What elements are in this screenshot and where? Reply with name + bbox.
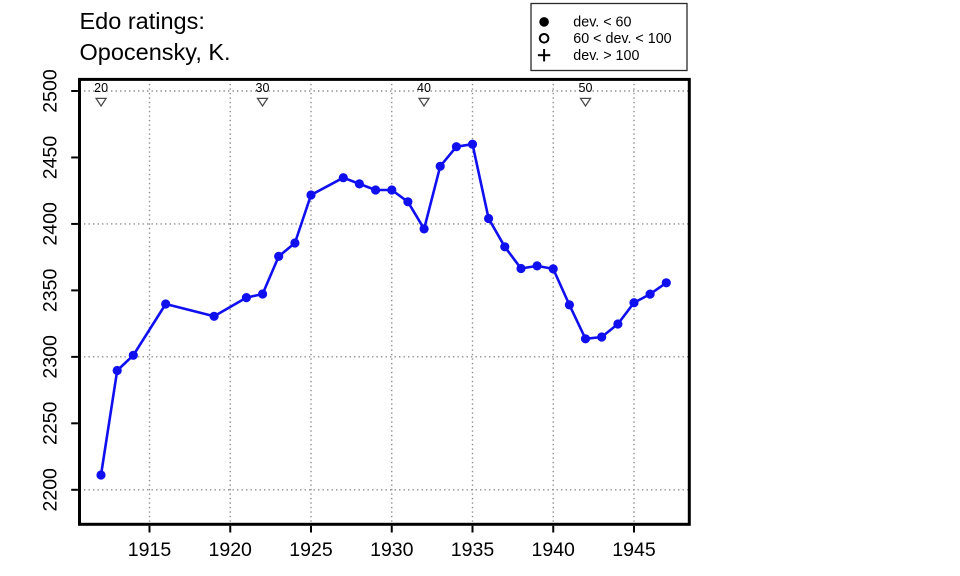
svg-text:dev. > 100: dev. > 100 [573,48,639,64]
svg-text:Opocensky, K.: Opocensky, K. [80,39,231,65]
svg-text:dev. < 60: dev. < 60 [573,15,631,31]
svg-text:40: 40 [417,81,431,95]
svg-text:50: 50 [579,81,593,95]
svg-text:1940: 1940 [532,539,576,561]
svg-text:1945: 1945 [612,539,656,561]
svg-text:2450: 2450 [39,136,61,180]
svg-text:1935: 1935 [451,539,495,561]
svg-text:Edo ratings:: Edo ratings: [80,8,205,34]
svg-text:1925: 1925 [289,539,333,561]
svg-text:2200: 2200 [39,468,61,512]
svg-text:2500: 2500 [39,69,61,113]
svg-text:1930: 1930 [370,539,414,561]
svg-text:60 < dev. < 100: 60 < dev. < 100 [573,31,671,47]
svg-text:2300: 2300 [39,335,61,379]
svg-text:2250: 2250 [39,401,61,445]
svg-text:2350: 2350 [39,269,61,313]
svg-text:20: 20 [94,81,108,95]
svg-text:1920: 1920 [209,539,253,561]
svg-text:2400: 2400 [39,202,61,246]
svg-text:1915: 1915 [128,539,172,561]
svg-text:30: 30 [256,81,270,95]
